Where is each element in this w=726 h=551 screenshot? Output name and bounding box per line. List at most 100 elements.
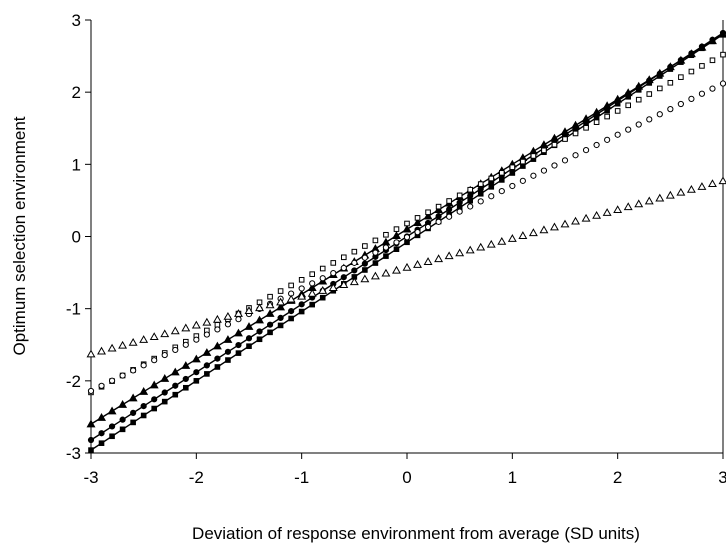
data-point [646,116,653,123]
data-point [634,199,644,208]
data-point [392,265,401,274]
data-point [128,393,138,402]
data-point [202,317,212,326]
data-point [234,328,243,337]
y-tick-label: 1 [72,155,81,174]
data-point [635,87,642,93]
data-point [170,367,180,376]
series-layer [86,29,726,453]
x-axis-title: Deviation of response environment from a… [192,524,640,543]
data-point [604,136,611,143]
data-point [130,367,137,374]
data-point [657,85,663,92]
data-point [644,196,654,205]
data-point [593,141,600,149]
data-point [140,362,147,369]
data-point [456,199,463,206]
data-point [309,301,315,308]
data-point [361,254,368,261]
data-point [223,335,233,343]
data-point [149,380,159,389]
data-point [98,430,105,437]
data-point [656,111,663,118]
data-point [276,297,286,306]
x-tick-label: -2 [189,468,204,487]
data-point [298,301,305,308]
data-point [361,260,368,267]
data-point [214,355,221,362]
data-point [614,100,621,107]
data-point [467,203,474,210]
data-point [413,260,422,268]
data-point [193,336,200,343]
data-point [581,213,591,222]
data-point [718,176,726,185]
data-point [467,186,473,193]
data-point [413,218,422,226]
data-point [362,243,368,249]
y-tick-label: 2 [72,83,81,102]
data-point [488,184,495,190]
data-point [161,351,168,359]
data-point [107,343,117,352]
data-point [625,102,632,109]
data-point [688,95,695,102]
data-point [383,231,389,238]
data-point [119,426,126,433]
data-point [349,277,359,286]
data-point [720,51,726,58]
data-point [212,314,222,323]
data-point [107,406,117,415]
data-point [477,190,484,197]
data-point [667,106,674,113]
data-point [697,182,707,190]
data-point [720,31,726,38]
data-point [465,245,475,254]
data-point [423,257,433,265]
data-point [541,147,547,154]
data-point [160,374,170,382]
data-point [109,433,115,440]
data-point [130,419,136,426]
data-point [288,308,295,315]
data-point [351,267,358,274]
data-point [255,315,264,324]
data-point [414,228,421,236]
data-point [244,306,254,315]
data-point [393,226,400,232]
data-point [319,294,326,301]
data-point [539,225,549,234]
data-point [530,172,537,179]
data-point [330,260,337,266]
data-point [161,389,168,396]
data-point [360,274,370,283]
data-point [235,341,242,349]
data-point [446,206,453,213]
data-point [203,362,210,369]
y-ticks: -3 -2 -1 0 1 2 3 [66,11,91,463]
series-filled-triangle [86,29,726,428]
data-point [593,119,600,125]
data-point [572,130,579,137]
data-point [372,249,379,256]
data-point [351,259,358,266]
data-point [340,264,347,272]
data-point [286,294,296,303]
data-point [193,378,200,384]
data-point [404,239,410,246]
data-point [657,73,663,79]
data-point [372,237,379,244]
data-point [128,337,138,346]
data-point [319,275,326,282]
data-point [182,341,189,348]
data-point [540,167,548,174]
data-point [709,85,716,92]
data-point [193,369,200,376]
data-point [98,382,105,389]
data-point [351,248,358,255]
data-point [118,340,128,349]
data-point [393,239,400,246]
data-point [425,209,431,216]
data-point [119,416,126,423]
